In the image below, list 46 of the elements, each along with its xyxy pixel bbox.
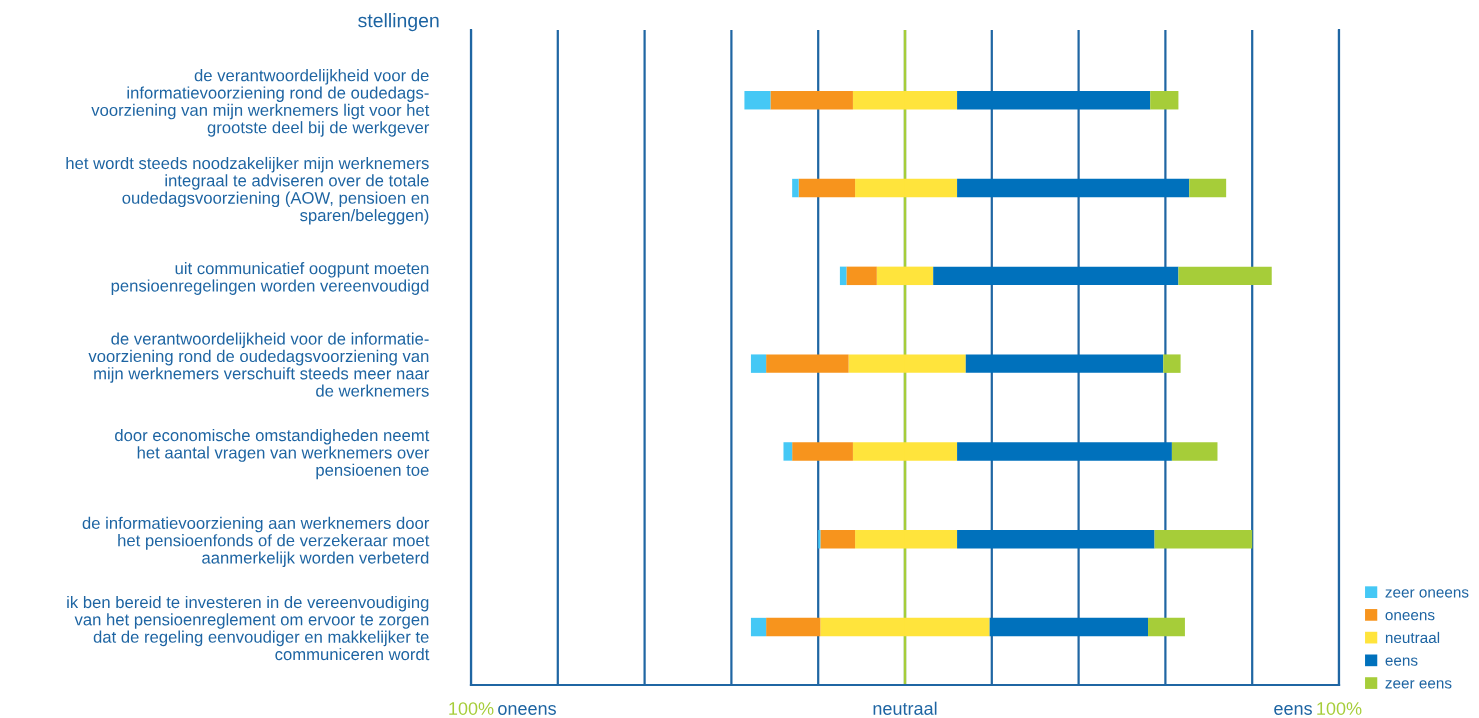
legend-label: zeer oneens <box>1385 589 1469 598</box>
bar <box>766 617 821 637</box>
bar <box>792 442 853 461</box>
bar <box>1178 266 1272 286</box>
bar <box>1171 442 1218 461</box>
y-tick-label: de informatievoorziening aan werknemers door het pensioenfonds of de verzekeraar moet aanmerkelijk worden verbeterd <box>82 516 430 567</box>
text: eens <box>1274 705 1312 715</box>
bar <box>957 442 1172 461</box>
bar <box>766 354 849 373</box>
bar <box>820 530 856 549</box>
bar <box>744 91 771 110</box>
y-tick-label: door economische omstandigheden neemt het aantal vragen van werknemers over pensioenen toe <box>115 428 430 480</box>
y-tick-label: het wordt steeds noodzakelijker mijn werknemers integraal te adviseren over de totale oudedagsvoorziening (AOW, pensioen en sparen/beleggen) <box>66 156 429 225</box>
x-tick-label: 100% <box>449 702 494 715</box>
bar <box>750 617 767 637</box>
y-axis-title: stellingen <box>358 13 439 32</box>
bar <box>933 266 1179 286</box>
bar <box>1163 354 1181 373</box>
bar <box>965 354 1164 373</box>
bar <box>1148 617 1185 637</box>
bar <box>957 530 1155 549</box>
bar <box>1189 178 1227 198</box>
bar <box>1154 530 1253 549</box>
bar <box>1150 91 1179 110</box>
bar <box>957 178 1190 198</box>
x-tick-label: neutraal <box>873 701 937 715</box>
y-tick-label: ik ben bereid te investeren in de vereenvoudiging van het pensioenreglement om ervoor te zorgen dat de regeling eenvoudiger en makkelijker te communiceren wordt <box>67 595 430 661</box>
legend-label: zeer eens <box>1385 680 1452 689</box>
y-tick-label: uit communicatief oogpunt moeten pensioenregelingen worden vereenvoudigd <box>111 262 429 295</box>
bar <box>839 266 847 286</box>
legend-label: neutraal <box>1385 631 1440 644</box>
legend-label: oneens <box>1385 611 1435 621</box>
bar <box>750 354 767 373</box>
text: oneens <box>498 705 556 715</box>
bar <box>792 178 799 198</box>
bar <box>783 442 793 461</box>
y-tick-label: de verantwoordelijkheid voor de informatie- voorziening rond de oudedagsvoorziening van mijn werknemers verschuift steeds meer naar de werknemers <box>88 332 430 397</box>
bar <box>957 91 1151 110</box>
x-tick-label: 100% <box>1317 702 1362 715</box>
bar <box>798 178 856 198</box>
bar <box>989 617 1149 637</box>
bar <box>770 91 853 110</box>
y-tick-label: de verantwoordelijkheid voor de informatievoorziening rond de oudedags- voorziening van mijn werknemers ligt voor het grootste deel bij de werkgever <box>91 69 430 137</box>
legend-label: eens <box>1385 657 1418 666</box>
bar <box>846 266 877 286</box>
bar <box>818 530 821 549</box>
